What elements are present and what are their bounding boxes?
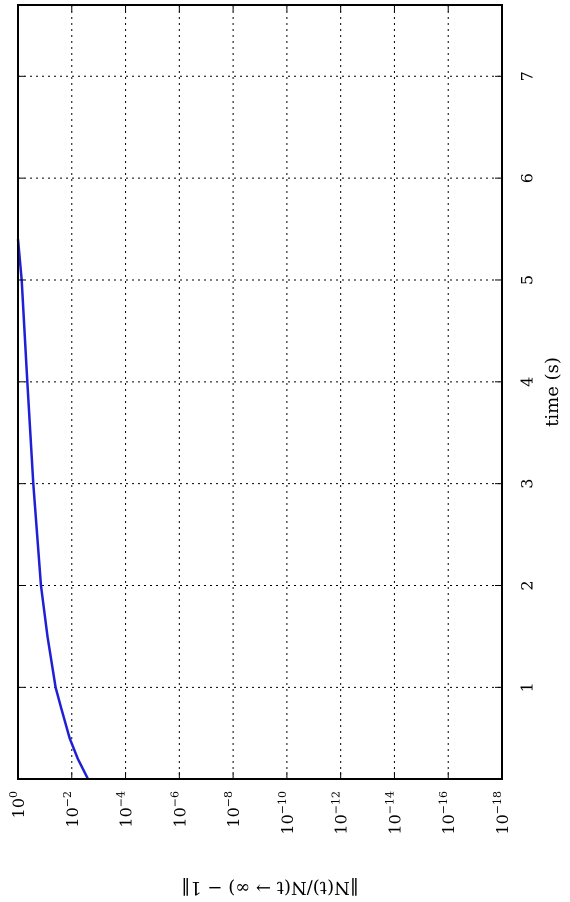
x-axis-title: time (s) <box>542 357 563 427</box>
time-tick-label: 2 <box>518 580 537 590</box>
grid-layer <box>18 5 502 779</box>
log-tick-label: 100 <box>7 791 28 818</box>
time-tick-label: 4 <box>518 377 537 387</box>
time-tick-label: 5 <box>518 275 537 285</box>
time-tick-label: 7 <box>518 71 537 81</box>
time-tick-label: 3 <box>518 479 537 489</box>
tick-layer: 1 2 3 4 5 6 7 100 10−2 10−4 10−6 10−8 10−10 10−12 10−1… <box>7 5 537 835</box>
series-line <box>16 239 90 780</box>
log-tick-label: 10−18 <box>491 791 512 835</box>
plot-frame <box>17 4 503 780</box>
log-tick-label: 10−14 <box>383 791 404 835</box>
y-axis-title: ‖N(t)/N(t → ∞) − 1‖ <box>181 877 359 898</box>
time-tick-label: 6 <box>518 173 537 183</box>
log-tick-label: 10−12 <box>330 791 351 835</box>
time-tick-label: 1 <box>518 682 537 692</box>
log-tick-label: 10−10 <box>276 791 297 835</box>
log-tick-label: 10−8 <box>222 791 243 828</box>
log-tick-label: 10−2 <box>61 791 82 828</box>
log-tick-label: 10−6 <box>168 791 189 828</box>
log-tick-label: 10−4 <box>115 791 136 828</box>
log-tick-label: 10−16 <box>437 791 458 835</box>
